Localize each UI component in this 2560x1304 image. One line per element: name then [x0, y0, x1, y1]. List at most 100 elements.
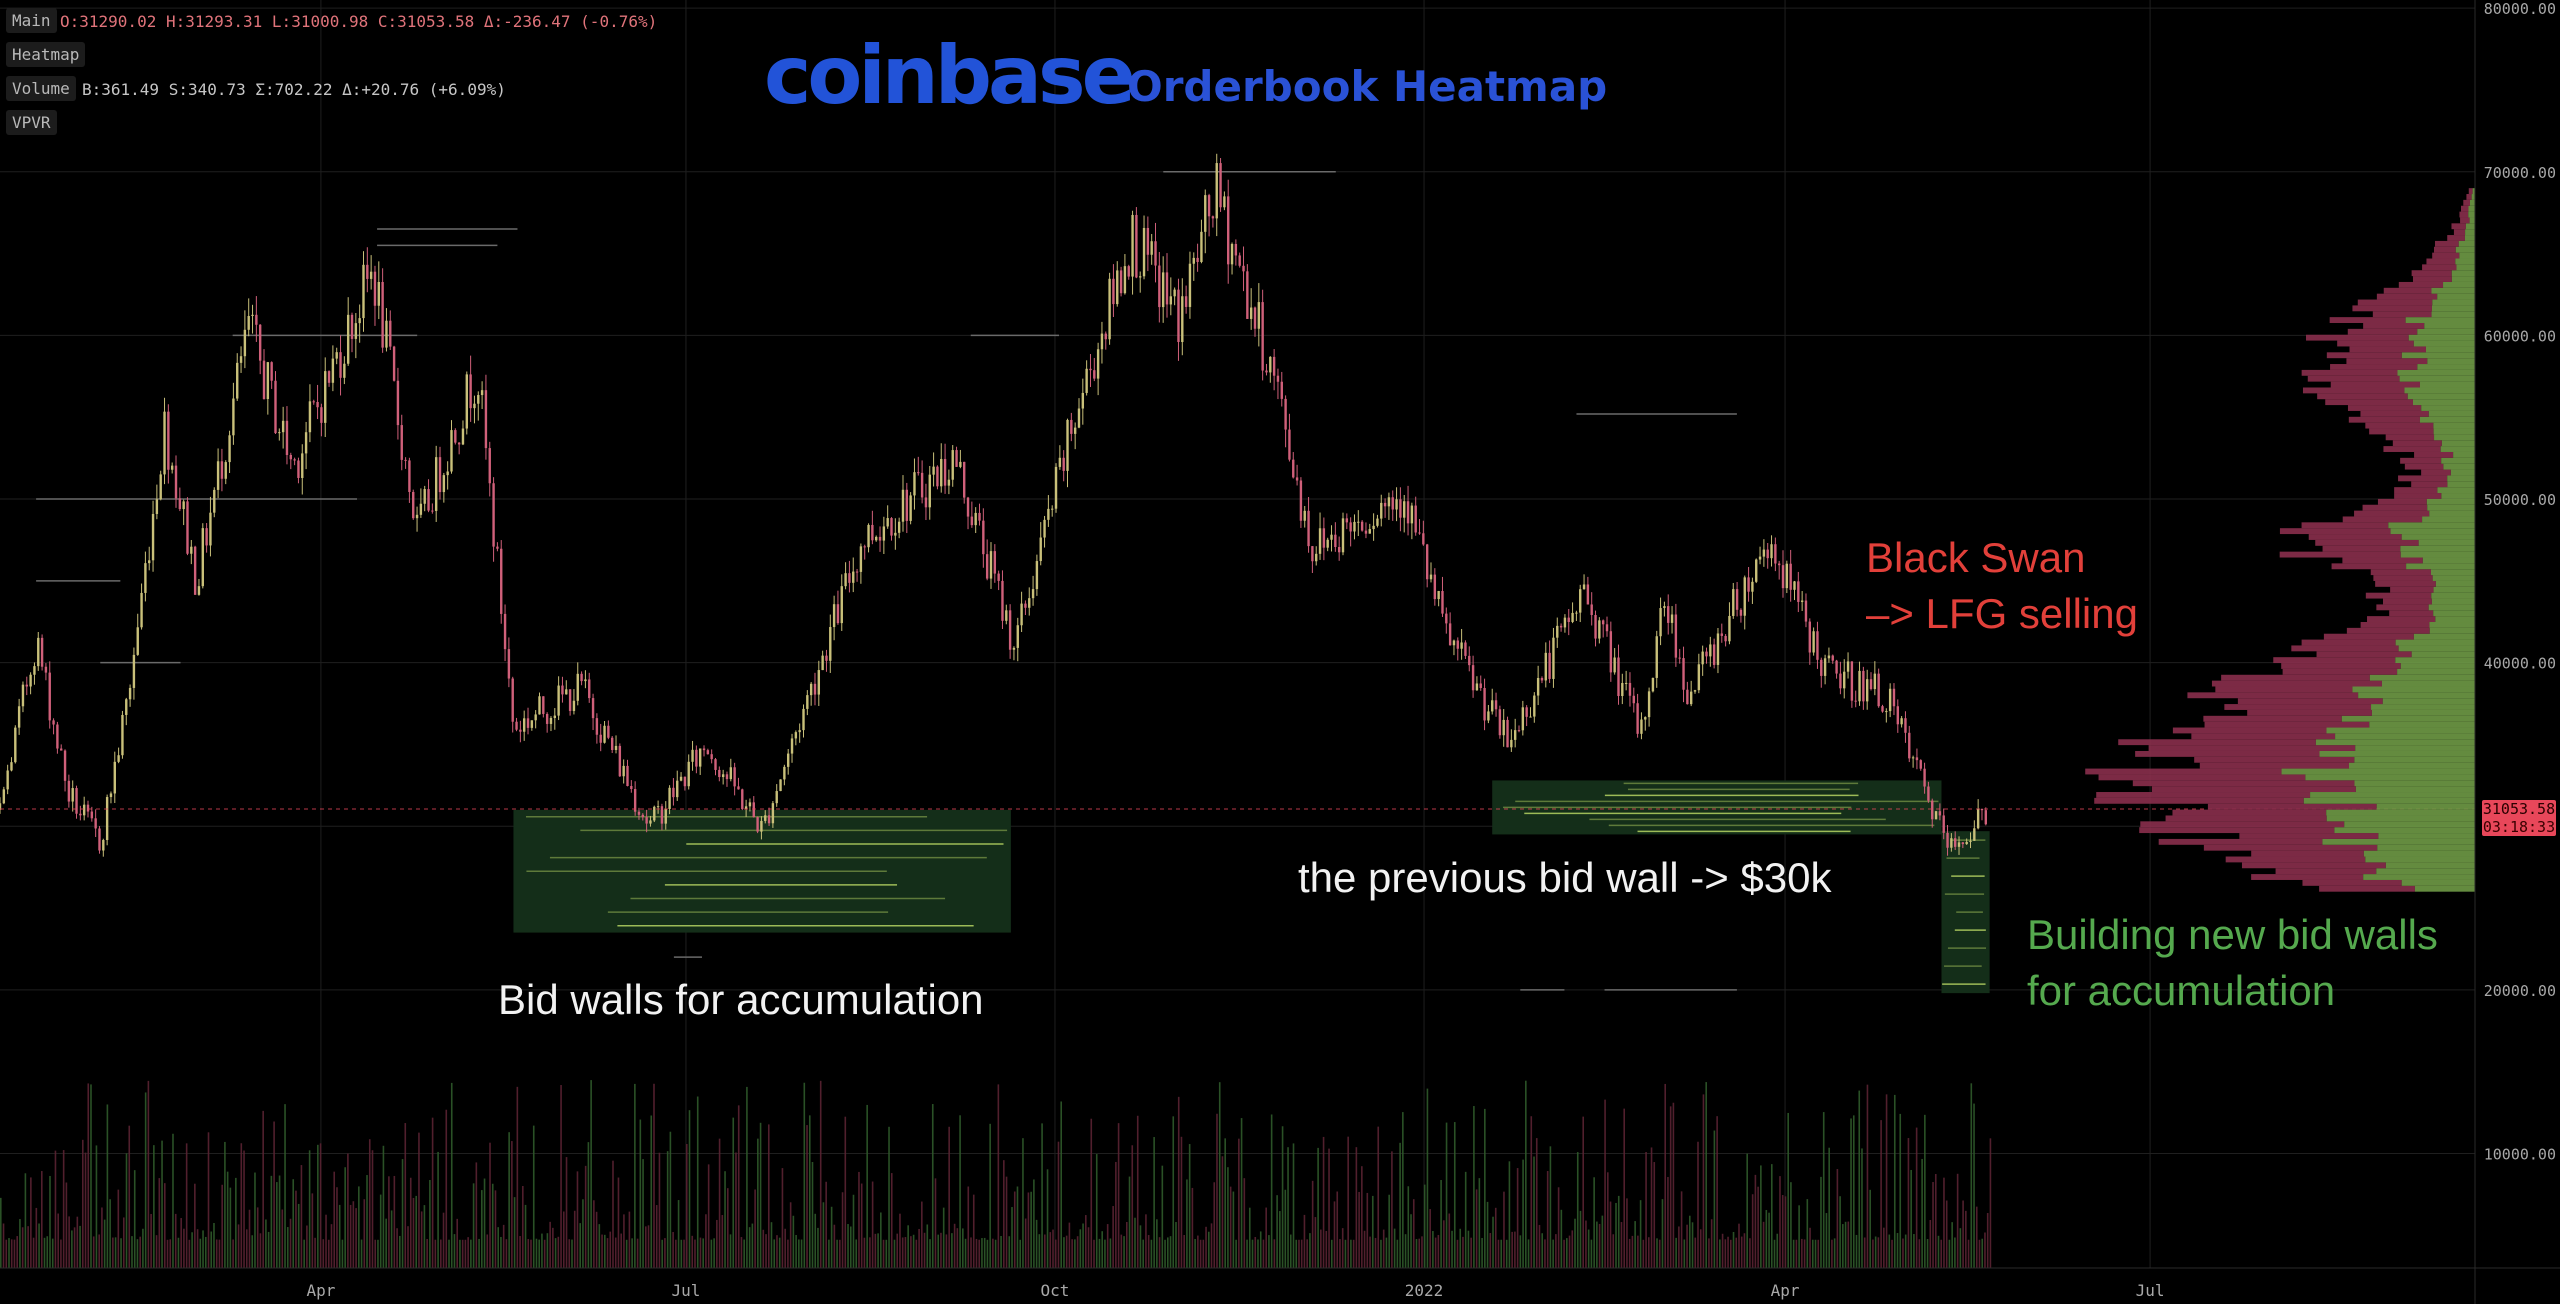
price-candle-body — [1567, 617, 1570, 622]
price-candle-body — [1724, 635, 1727, 642]
volume-bar — [639, 1119, 642, 1268]
price-candle-body — [1624, 682, 1628, 684]
vpvr-sell-row — [2329, 317, 2406, 323]
volume-bar — [527, 1239, 530, 1268]
volume-bar — [155, 1235, 158, 1268]
vpvr-buy-row — [2432, 299, 2475, 306]
vpvr-buy-row — [2431, 311, 2475, 318]
price-candle-body — [1559, 625, 1563, 628]
x-tick-label: 2022 — [1405, 1281, 1444, 1300]
vpvr-buy-row — [2431, 592, 2475, 599]
volume-bar — [576, 1171, 579, 1268]
volume-bar — [224, 1141, 226, 1268]
volume-bar — [1188, 1144, 1191, 1268]
volume-bar — [513, 1197, 516, 1268]
volume-readout: B:361.49 S:340.73 Σ:702.22 Δ:+20.76 (+6.… — [82, 80, 506, 99]
price-candle-body — [1491, 700, 1494, 712]
volume-bar — [1412, 1199, 1415, 1268]
volume-bar — [609, 1231, 612, 1268]
vpvr-sell-row — [2135, 750, 2320, 757]
price-candle-body — [691, 749, 694, 762]
volume-bar — [57, 1213, 59, 1268]
vpvr-buy-row — [2428, 410, 2475, 417]
vpvr-sell-row — [2426, 258, 2456, 265]
volume-bar — [1426, 1088, 1429, 1268]
volume-bar — [62, 1150, 65, 1268]
volume-bar — [948, 1126, 950, 1268]
volume-bar — [1806, 1199, 1809, 1268]
price-candle-body — [117, 755, 120, 762]
vpvr-sell-row — [2203, 844, 2378, 851]
vpvr-sell-row — [2316, 651, 2412, 658]
price-candle-body — [419, 503, 423, 515]
volume-bar — [1585, 1220, 1587, 1268]
volume-pane-tag[interactable]: Volume — [6, 76, 76, 101]
main-pane-tag[interactable]: Main — [6, 8, 57, 33]
price-candle-body — [1804, 600, 1808, 622]
price-candle-body — [695, 749, 698, 767]
volume-bar — [951, 1233, 953, 1268]
price-candle-body — [1770, 544, 1773, 559]
price-candle-body — [886, 518, 889, 527]
price-candle-body — [1850, 661, 1854, 701]
volume-bar — [776, 1235, 778, 1268]
volume-bar — [688, 1110, 691, 1268]
volume-bar — [1511, 1231, 1513, 1268]
price-candle-body — [741, 789, 744, 810]
volume-bar — [1710, 1219, 1713, 1268]
price-candle-body — [725, 774, 729, 780]
price-candle-body — [423, 489, 426, 504]
volume-bar — [1322, 1136, 1325, 1268]
volume-bar — [314, 1237, 316, 1268]
vpvr-sell-row — [2315, 539, 2419, 546]
volume-bar — [109, 1199, 111, 1268]
current-price-value: 31053.58 — [2482, 800, 2556, 818]
volume-bar — [890, 1173, 893, 1268]
vpvr-sell-row — [2342, 557, 2423, 564]
vpvr-buy-row — [2413, 340, 2475, 347]
volume-bar — [1314, 1217, 1317, 1268]
vpvr-sell-row — [2385, 434, 2435, 441]
price-candle-body — [369, 271, 373, 279]
volume-bar — [1330, 1239, 1333, 1268]
volume-bar — [1885, 1094, 1888, 1268]
price-candle-body — [431, 510, 434, 512]
price-candle-body — [1380, 502, 1383, 519]
price-candle-body — [1969, 840, 1972, 842]
price-candle-body — [484, 390, 488, 449]
volume-bar — [5, 1239, 8, 1268]
volume-bar — [1361, 1166, 1363, 1268]
price-candle-body — [1931, 800, 1934, 820]
price-candle-body — [829, 627, 832, 661]
price-candle-body — [324, 371, 327, 423]
price-candle-body — [909, 495, 912, 521]
price-candle-body — [645, 817, 648, 824]
price-candle-body — [1249, 307, 1253, 319]
volume-bar — [921, 1201, 923, 1268]
volume-bar — [1251, 1239, 1254, 1268]
vpvr-pane-tag[interactable]: VPVR — [6, 110, 57, 135]
volume-bar — [1503, 1191, 1505, 1268]
price-candle-body — [488, 448, 491, 484]
volume-bar — [1544, 1239, 1546, 1268]
price-candle-body — [936, 466, 939, 487]
price-candle-body — [1835, 660, 1838, 674]
volume-bar — [1508, 1161, 1511, 1268]
heatmap-pane-tag[interactable]: Heatmap — [6, 42, 86, 67]
volume-bar — [1000, 1236, 1002, 1268]
volume-bar — [336, 1187, 338, 1268]
price-candle-body — [1552, 637, 1555, 679]
volume-bar — [1533, 1156, 1535, 1268]
volume-bar — [1937, 1235, 1940, 1268]
volume-bar — [817, 1227, 819, 1268]
volume-bar — [972, 1194, 975, 1268]
price-candle-body — [113, 761, 116, 794]
volume-bar — [595, 1211, 598, 1268]
volume-bar — [1213, 1182, 1216, 1268]
price-candle-body — [469, 374, 472, 409]
vpvr-sell-row — [2433, 246, 2456, 253]
volume-bar — [934, 1178, 937, 1268]
volume-bar — [699, 1237, 702, 1268]
volume-bar — [617, 1177, 620, 1268]
